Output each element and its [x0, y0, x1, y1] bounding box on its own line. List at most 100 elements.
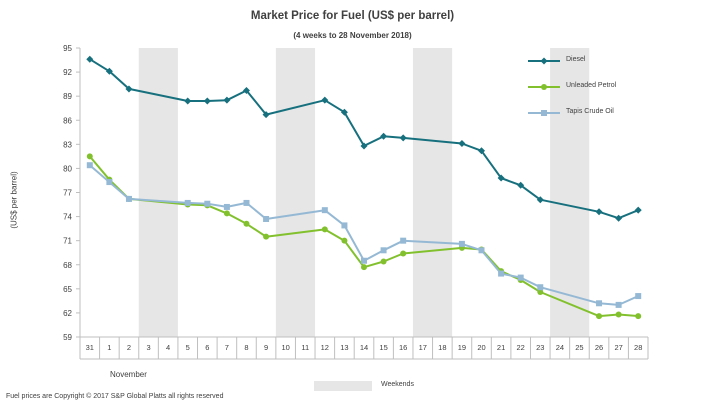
- data-point-diesel: [321, 96, 329, 104]
- data-point-diesel: [203, 97, 211, 105]
- data-point-tapis-crude-oil: [380, 247, 387, 254]
- copyright-footnote: Fuel prices are Copyright © 2017 S&P Glo…: [6, 393, 224, 400]
- x-tick-label: 13: [340, 343, 348, 352]
- x-tick-label: 19: [458, 343, 466, 352]
- data-point-tapis-crude-oil: [400, 237, 407, 244]
- data-point-diesel: [105, 67, 113, 75]
- y-tick-label: 95: [63, 44, 72, 53]
- data-point-diesel: [478, 147, 486, 155]
- y-tick-label: 65: [63, 285, 72, 294]
- data-point-tapis-crude-oil: [458, 240, 465, 247]
- x-tick-label: 2: [127, 343, 131, 352]
- data-point-tapis-crude-oil: [204, 200, 211, 207]
- data-point-unleaded-petrol: [596, 313, 603, 320]
- data-point-unleaded-petrol: [635, 313, 642, 320]
- data-point-unleaded-petrol: [361, 264, 367, 271]
- data-point-diesel: [615, 214, 623, 222]
- x-tick-label: 20: [477, 343, 485, 352]
- data-point-tapis-crude-oil: [615, 301, 622, 308]
- data-point-diesel: [458, 140, 466, 148]
- x-axis-month-label: November: [110, 370, 147, 379]
- data-point-unleaded-petrol: [243, 220, 250, 227]
- x-tick-label: 18: [438, 343, 446, 352]
- data-point-tapis-crude-oil: [263, 215, 270, 222]
- x-tick-label: 26: [595, 343, 603, 352]
- x-tick-label: 12: [321, 343, 329, 352]
- data-point-diesel: [517, 181, 525, 189]
- weekend-band: [275, 48, 316, 337]
- data-point-diesel: [595, 208, 603, 216]
- y-tick-label: 80: [63, 164, 72, 173]
- data-point-diesel: [634, 206, 642, 214]
- x-tick-label: 4: [166, 343, 170, 352]
- data-point-tapis-crude-oil: [537, 284, 544, 291]
- data-point-tapis-crude-oil: [517, 274, 524, 281]
- weekend-band: [412, 48, 453, 337]
- data-point-diesel: [262, 111, 270, 119]
- data-point-diesel: [86, 55, 94, 63]
- data-point-diesel: [380, 132, 388, 140]
- weekend-band: [550, 48, 590, 337]
- data-point-tapis-crude-oil: [596, 300, 603, 307]
- y-tick-label: 92: [63, 68, 72, 77]
- x-tick-label: 14: [360, 343, 368, 352]
- data-point-tapis-crude-oil: [86, 162, 93, 169]
- data-point-unleaded-petrol: [321, 226, 328, 233]
- data-point-tapis-crude-oil: [106, 179, 113, 186]
- x-tick-label: 31: [86, 343, 94, 352]
- x-tick-label: 21: [497, 343, 505, 352]
- y-tick-label: 68: [63, 261, 72, 270]
- data-point-tapis-crude-oil: [125, 195, 132, 202]
- x-tick-label: 6: [205, 343, 209, 352]
- x-tick-label: 11: [301, 343, 309, 352]
- data-point-diesel: [360, 142, 368, 150]
- x-tick-label: 7: [225, 343, 229, 352]
- data-point-unleaded-petrol: [615, 311, 622, 318]
- weekend-band: [138, 48, 178, 337]
- data-point-unleaded-petrol: [380, 258, 387, 265]
- data-point-diesel: [125, 85, 133, 93]
- legend-label-tapis-crude-oil: Tapis Crude Oil: [566, 108, 614, 115]
- data-point-unleaded-petrol: [86, 153, 93, 160]
- x-tick-label: 3: [146, 343, 150, 352]
- legend-diesel-swatch: [528, 57, 560, 65]
- data-point-tapis-crude-oil: [498, 270, 505, 277]
- data-point-tapis-crude-oil: [321, 207, 328, 214]
- legend-label-diesel: Diesel: [566, 56, 586, 63]
- chart-subtitle: (4 weeks to 28 November 2018): [293, 31, 412, 40]
- y-tick-label: 86: [63, 116, 72, 125]
- data-point-unleaded-petrol: [341, 237, 348, 244]
- x-tick-label: 22: [517, 343, 525, 352]
- legend-tapis-swatch: [528, 110, 560, 116]
- data-point-unleaded-petrol: [263, 233, 270, 240]
- y-tick-label: 59: [63, 333, 72, 342]
- x-tick-label: 28: [634, 343, 642, 352]
- data-point-diesel: [497, 174, 505, 182]
- x-tick-label: 1: [107, 343, 111, 352]
- x-tick-label: 24: [556, 343, 564, 352]
- data-point-tapis-crude-oil: [184, 199, 191, 206]
- data-point-unleaded-petrol: [537, 289, 544, 296]
- data-point-tapis-crude-oil: [223, 203, 230, 210]
- x-tick-label: 27: [614, 343, 622, 352]
- data-point-unleaded-petrol: [400, 250, 407, 257]
- data-point-diesel: [242, 87, 250, 95]
- weekend-key-swatch: [314, 381, 372, 391]
- y-tick-label: 83: [63, 140, 72, 149]
- x-tick-label: 9: [264, 343, 268, 352]
- y-tick-label: 89: [63, 92, 72, 101]
- data-point-tapis-crude-oil: [243, 199, 250, 206]
- data-point-diesel: [184, 97, 192, 105]
- y-tick-label: 62: [63, 309, 72, 318]
- data-point-tapis-crude-oil: [635, 293, 642, 300]
- y-tick-label: 77: [63, 189, 72, 198]
- data-point-diesel: [536, 196, 544, 204]
- data-point-diesel: [399, 134, 407, 142]
- data-point-diesel: [223, 96, 231, 104]
- legend-label-unleaded-petrol: Unleaded Petrol: [566, 82, 617, 89]
- x-tick-label: 5: [186, 343, 190, 352]
- x-tick-label: 10: [281, 343, 289, 352]
- x-tick-label: 8: [244, 343, 248, 352]
- x-tick-label: 15: [379, 343, 387, 352]
